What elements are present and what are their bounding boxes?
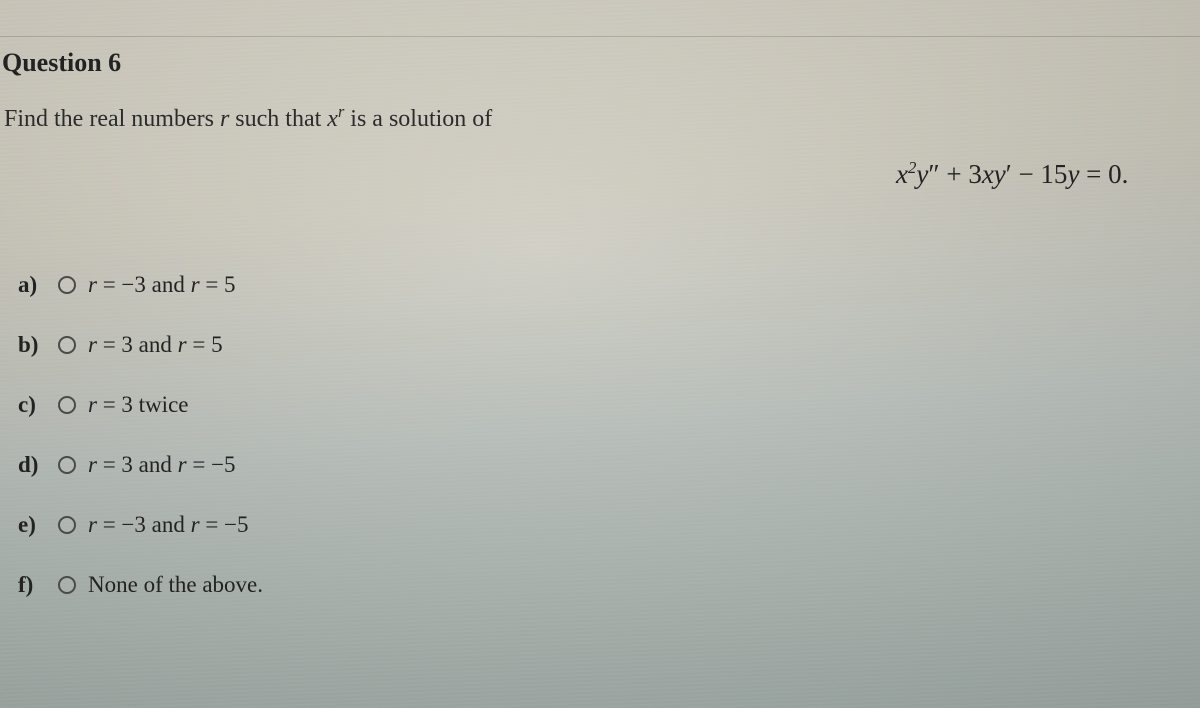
radio-icon[interactable]: [58, 516, 76, 534]
option-text: r = −3 and r = −5: [88, 512, 249, 538]
option-text: r = 3 twice: [88, 392, 188, 418]
answer-option[interactable]: c) r = 3 twice: [18, 392, 263, 418]
prompt-mid: such that: [229, 106, 327, 132]
option-text: None of the above.: [88, 572, 263, 598]
radio-icon[interactable]: [58, 396, 76, 414]
prompt-post: is a solution of: [344, 106, 492, 132]
option-text: r = 3 and r = 5: [88, 332, 223, 358]
radio-icon[interactable]: [58, 456, 76, 474]
differential-equation: x2y″ + 3xy′ − 15y = 0.: [896, 158, 1128, 190]
option-letter: a): [18, 272, 58, 298]
answer-options: a) r = −3 and r = 5 b) r = 3 and r = 5 c) r =…: [18, 272, 263, 632]
question-prompt: Find the real numbers r such that xr is …: [4, 102, 492, 133]
answer-option[interactable]: a) r = −3 and r = 5: [18, 272, 263, 298]
answer-option[interactable]: e) r = −3 and r = −5: [18, 512, 263, 538]
header-divider: [0, 36, 1200, 37]
answer-option[interactable]: d) r = 3 and r = −5: [18, 452, 263, 478]
option-letter: c): [18, 392, 58, 418]
prompt-base: x: [327, 106, 338, 132]
option-letter: f): [18, 572, 58, 598]
radio-icon[interactable]: [58, 576, 76, 594]
prompt-pre: Find the real numbers: [4, 106, 220, 132]
answer-option[interactable]: f) None of the above.: [18, 572, 263, 598]
option-letter: b): [18, 332, 58, 358]
option-letter: e): [18, 512, 58, 538]
radio-icon[interactable]: [58, 336, 76, 354]
question-number: Question 6: [2, 48, 121, 78]
answer-option[interactable]: b) r = 3 and r = 5: [18, 332, 263, 358]
option-letter: d): [18, 452, 58, 478]
option-text: r = −3 and r = 5: [88, 272, 236, 298]
question-number-text: Question 6: [2, 48, 121, 77]
radio-icon[interactable]: [58, 276, 76, 294]
option-text: r = 3 and r = −5: [88, 452, 236, 478]
prompt-var: r: [220, 106, 229, 132]
